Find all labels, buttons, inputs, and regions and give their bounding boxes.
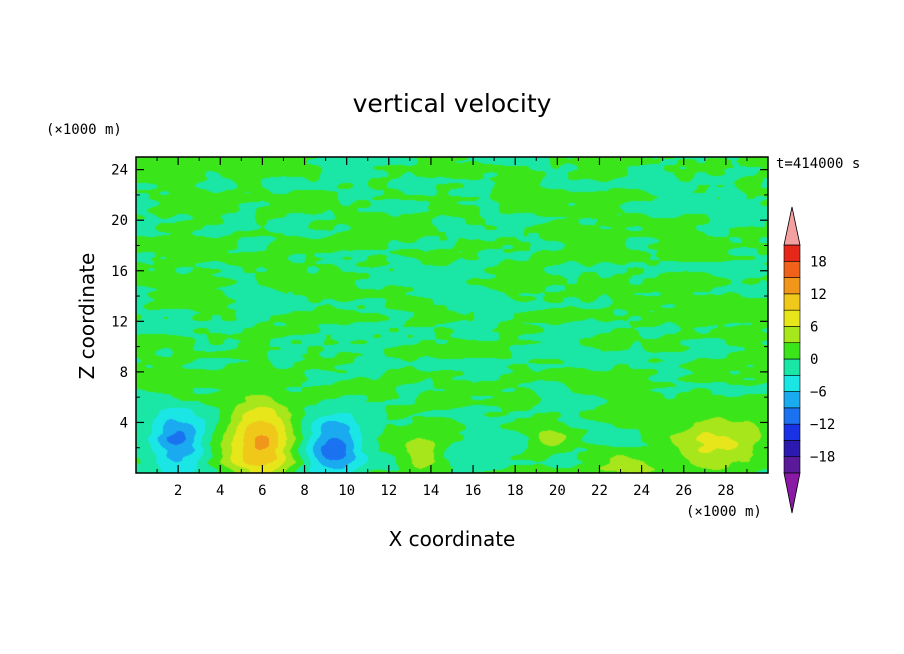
x-tick-label: 12 [380, 483, 397, 499]
colorbar-bin [783, 391, 801, 409]
y-tick-label: 20 [111, 213, 128, 229]
colorbar: 18 12 6 0 −6 −12 −18 [783, 206, 835, 514]
colorbar-bin [783, 374, 801, 392]
colorbar-over-triangle [783, 206, 801, 246]
y-tick-label: 4 [120, 415, 128, 431]
x-tick-label: 20 [549, 483, 566, 499]
y-tick-label: 12 [111, 314, 128, 330]
x-tick-label: 28 [717, 483, 734, 499]
x-tick-label: 8 [300, 483, 308, 499]
x-tick-label: 24 [633, 483, 650, 499]
x-tick-label: 16 [465, 483, 482, 499]
colorbar-tick-label: 6 [810, 319, 818, 335]
colorbar-bin [783, 342, 801, 360]
x-tick-label: 22 [591, 483, 608, 499]
colorbar-tick-label: 18 [810, 254, 827, 270]
colorbar-bin [783, 407, 801, 425]
colorbar-bin [783, 244, 801, 262]
x-tick-label: 14 [423, 483, 440, 499]
x-unit-label: (×1000 m) [686, 504, 762, 520]
x-tick-label: 2 [174, 483, 182, 499]
colorbar-bin [783, 358, 801, 376]
colorbar-bin [783, 260, 801, 278]
x-axis-label: X coordinate [389, 527, 516, 551]
colorbar-bin [783, 309, 801, 327]
colorbar-tick-label: −18 [810, 450, 835, 466]
x-tick-label: 4 [216, 483, 224, 499]
colorbar-tick-label: −12 [810, 417, 835, 433]
y-axis-ticks: 4 8 12 16 20 24 [111, 163, 768, 449]
x-tick-label: 6 [258, 483, 266, 499]
colorbar-tick-label: 12 [810, 287, 827, 303]
chart-title: vertical velocity [353, 89, 552, 118]
colorbar-bin [783, 423, 801, 441]
colorbar-under-triangle [783, 472, 801, 514]
x-tick-label: 10 [338, 483, 355, 499]
time-label: t=414000 s [776, 156, 860, 172]
y-tick-label: 8 [120, 365, 128, 381]
y-unit-label: (×1000 m) [46, 122, 122, 138]
contour-field [136, 157, 768, 473]
y-tick-label: 24 [111, 163, 128, 179]
x-axis-ticks: 2 4 6 8 10 12 14 16 18 20 22 24 26 28 [156, 157, 748, 499]
y-axis-label: Z coordinate [75, 253, 99, 380]
colorbar-bin [783, 293, 801, 311]
y-tick-label: 16 [111, 264, 128, 280]
x-tick-label: 26 [675, 483, 692, 499]
colorbar-bin [783, 456, 801, 474]
colorbar-bin [783, 326, 801, 344]
colorbar-bin [783, 277, 801, 295]
colorbar-bin [783, 440, 801, 458]
colorbar-tick-label: −6 [810, 385, 827, 401]
x-tick-label: 18 [507, 483, 524, 499]
colorbar-tick-label: 0 [810, 352, 818, 368]
